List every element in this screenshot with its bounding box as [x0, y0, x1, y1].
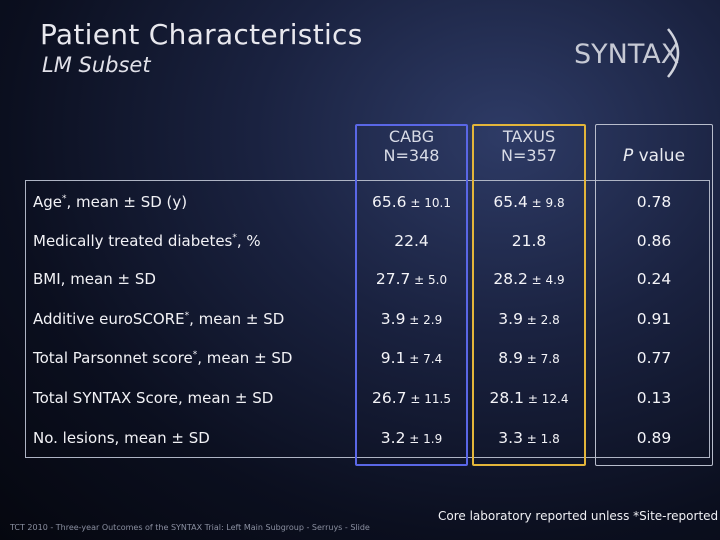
table-row: Total Parsonnet score*, mean ± SD 9.1 ± 7…: [0, 349, 720, 389]
table-row: Age*, mean ± SD (y) 65.6 ± 10.1 65.4 ± 9.8…: [0, 193, 720, 233]
taxus-value: 65.4 ± 9.8: [493, 193, 565, 211]
taxus-column-highlight: [472, 124, 586, 466]
p-value-word: value: [633, 146, 686, 166]
row-label: Total SYNTAX Score, mean ± SD: [33, 389, 274, 407]
cabg-value: 26.7 ± 11.5: [372, 389, 451, 407]
row-label: Medically treated diabetes*, %: [33, 232, 261, 250]
taxus-value: 21.8: [511, 232, 547, 250]
row-label: Age*, mean ± SD (y): [33, 193, 188, 211]
p-value: 0.91: [636, 310, 672, 328]
taxus-name: TAXUS: [502, 127, 556, 146]
cabg-value: 3.9 ± 2.9: [380, 310, 443, 328]
p-value: 0.86: [636, 232, 672, 250]
cabg-n: N=348: [383, 146, 440, 165]
logo-text: SYNTAX: [574, 39, 680, 70]
table-row: Medically treated diabetes*, % 22.4 21.8 0.…: [0, 232, 720, 272]
p-value-column-box: [595, 124, 713, 466]
page-title: Patient Characteristics: [40, 18, 363, 51]
footnote: Core laboratory reported unless *Site-re…: [438, 509, 719, 523]
cabg-column-highlight: [355, 124, 468, 466]
row-label: BMI, mean ± SD: [33, 270, 156, 288]
p-letter: P: [622, 146, 634, 166]
taxus-value: 3.3 ± 1.8: [498, 429, 560, 447]
taxus-value: 28.2 ± 4.9: [493, 270, 565, 288]
cabg-value: 65.6 ± 10.1: [372, 193, 451, 211]
p-value: 0.89: [636, 429, 672, 447]
column-header-cabg: CABG N=348: [355, 127, 468, 165]
slide-footer: TCT 2010 - Three-year Outcomes of the SY…: [10, 523, 370, 532]
column-header-taxus: TAXUS N=357: [472, 127, 586, 165]
table-row: No. lesions, mean ± SD 3.2 ± 1.9 3.3 ± 1.8…: [0, 429, 720, 469]
page-subtitle: LM Subset: [42, 53, 151, 77]
taxus-value: 28.1 ± 12.4: [489, 389, 569, 407]
logo-arc-icon: [667, 28, 680, 78]
cabg-value: 3.2 ± 1.9: [380, 429, 443, 447]
cabg-value: 27.7 ± 5.0: [375, 270, 448, 288]
cabg-value: 9.1 ± 7.4: [380, 349, 443, 367]
syntax-logo: SYNTAX: [574, 27, 694, 79]
column-header-p-value: P value: [595, 147, 713, 166]
taxus-n: N=357: [501, 146, 557, 165]
table-row: Additive euroSCORE*, mean ± SD 3.9 ± 2.9 3…: [0, 310, 720, 350]
taxus-value: 3.9 ± 2.8: [498, 310, 560, 328]
p-value: 0.24: [636, 270, 672, 288]
row-label: Total Parsonnet score*, mean ± SD: [33, 349, 293, 367]
table-row: BMI, mean ± SD 27.7 ± 5.0 28.2 ± 4.9 0.24: [0, 270, 720, 310]
taxus-value: 8.9 ± 7.8: [498, 349, 560, 367]
row-label: Additive euroSCORE*, mean ± SD: [33, 310, 285, 328]
table-frame: [25, 180, 710, 458]
p-value: 0.77: [636, 349, 672, 367]
table-row: Total SYNTAX Score, mean ± SD 26.7 ± 11.5…: [0, 389, 720, 429]
p-value: 0.13: [636, 389, 672, 407]
cabg-name: CABG: [388, 127, 435, 146]
p-value: 0.78: [636, 193, 672, 211]
cabg-value: 22.4: [394, 232, 429, 250]
row-label: No. lesions, mean ± SD: [33, 429, 210, 447]
